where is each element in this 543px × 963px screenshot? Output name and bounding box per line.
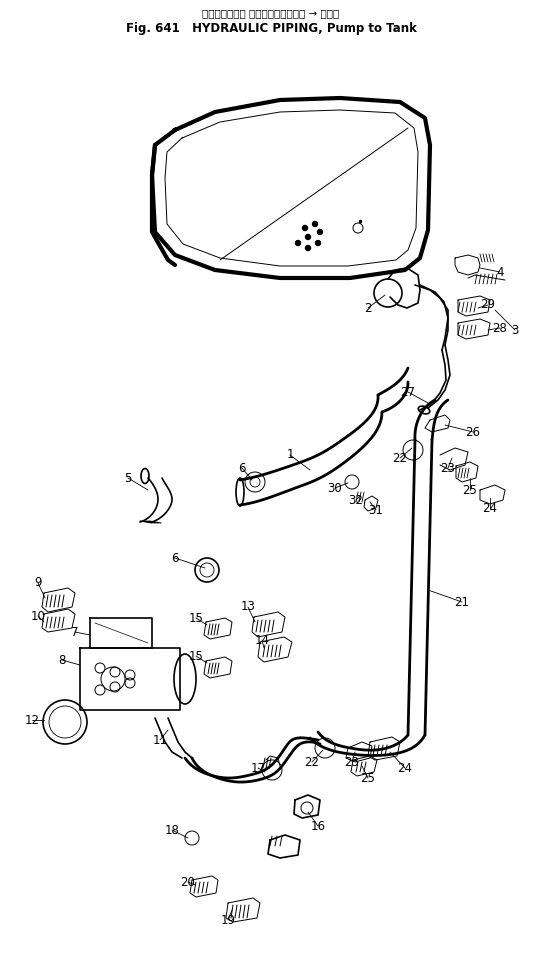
Circle shape: [318, 229, 323, 235]
Text: 25: 25: [361, 771, 375, 785]
Text: 1: 1: [286, 449, 294, 461]
Text: 19: 19: [220, 914, 236, 926]
Circle shape: [315, 241, 320, 246]
Text: ハイドロリック ハイピング、ボンプ → タンク: ハイドロリック ハイピング、ボンプ → タンク: [203, 8, 339, 18]
Text: 6: 6: [238, 461, 246, 475]
Text: 20: 20: [181, 875, 195, 889]
Text: 15: 15: [188, 649, 204, 663]
Text: 24: 24: [483, 502, 497, 514]
Text: 28: 28: [493, 322, 508, 334]
Text: 30: 30: [327, 482, 343, 494]
Text: Fig. 641   HYDRAULIC PIPING, Pump to Tank: Fig. 641 HYDRAULIC PIPING, Pump to Tank: [125, 22, 416, 35]
Text: 29: 29: [481, 299, 496, 311]
Text: 8: 8: [58, 654, 66, 666]
Text: 2: 2: [364, 301, 372, 315]
Text: 6: 6: [171, 552, 179, 564]
Text: 22: 22: [305, 756, 319, 768]
Text: 25: 25: [463, 483, 477, 497]
Text: 23: 23: [345, 756, 359, 768]
Circle shape: [295, 241, 300, 246]
Circle shape: [302, 225, 307, 230]
Text: 7: 7: [71, 626, 79, 638]
Text: 4: 4: [496, 266, 504, 278]
Text: 16: 16: [311, 820, 325, 832]
Text: 17: 17: [250, 762, 266, 774]
Circle shape: [306, 235, 311, 240]
Text: 31: 31: [369, 504, 383, 516]
Text: 12: 12: [24, 714, 40, 726]
Text: 23: 23: [440, 461, 456, 475]
Text: 26: 26: [465, 426, 481, 438]
Text: 13: 13: [241, 601, 255, 613]
Text: 11: 11: [153, 734, 167, 746]
Text: 22: 22: [393, 452, 407, 464]
Text: 5: 5: [124, 472, 132, 484]
Circle shape: [306, 246, 311, 250]
Text: 18: 18: [165, 823, 179, 837]
Text: 14: 14: [255, 634, 269, 646]
Text: 32: 32: [349, 493, 363, 507]
Text: 21: 21: [454, 595, 470, 609]
Text: 24: 24: [397, 762, 413, 774]
Text: 15: 15: [188, 612, 204, 624]
Text: 9: 9: [34, 577, 42, 589]
Circle shape: [313, 221, 318, 226]
Text: 3: 3: [512, 324, 519, 336]
Text: 10: 10: [30, 610, 46, 622]
Text: 27: 27: [401, 385, 415, 399]
